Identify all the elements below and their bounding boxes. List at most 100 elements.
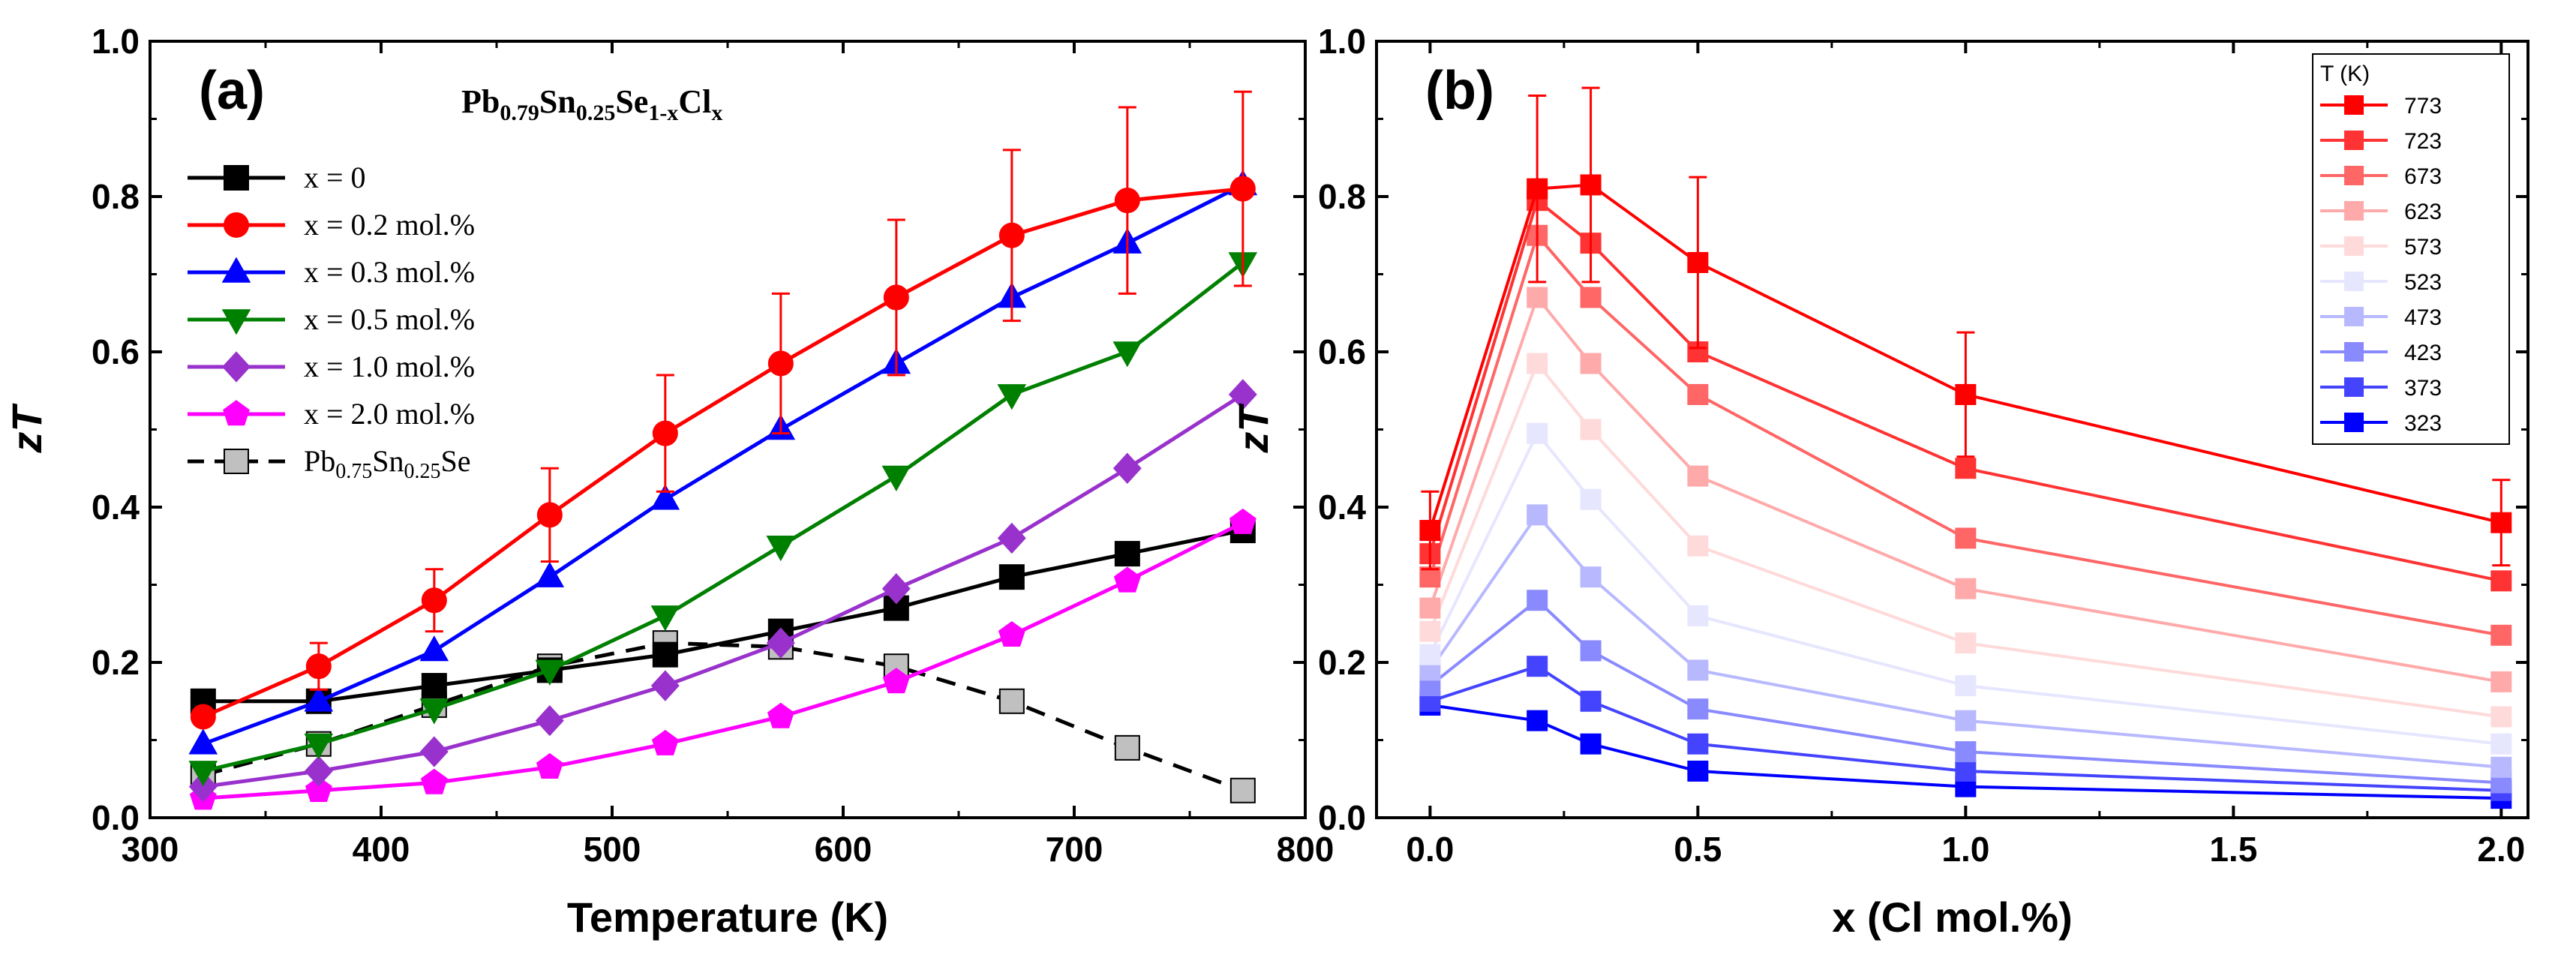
- data-point: [1955, 458, 1977, 479]
- data-point: [1955, 760, 1977, 782]
- series-b-773: [1419, 86, 2512, 571]
- data-point: [651, 729, 679, 755]
- data-point: [536, 502, 563, 528]
- data-point: [2490, 624, 2512, 646]
- legend-part: Sn: [372, 444, 404, 478]
- data-point: [1419, 620, 1441, 642]
- data-point: [1419, 520, 1441, 542]
- panel-a-label: (a): [199, 61, 265, 121]
- data-point: [1527, 178, 1548, 200]
- formula-part: Cl: [678, 83, 711, 120]
- legend-label: Pb0.75Sn0.25Se: [304, 444, 471, 483]
- data-point: [650, 670, 680, 701]
- data-point: [1955, 632, 1977, 654]
- series-line: [1428, 294, 2502, 683]
- series-5: [189, 508, 1256, 810]
- series-line: [1429, 598, 2502, 785]
- data-point: [304, 733, 334, 760]
- data-point: [1580, 640, 1602, 662]
- data-point: [1527, 287, 1548, 308]
- data-point: [1580, 566, 1602, 588]
- data-point: [1229, 777, 1256, 803]
- data-point: [304, 686, 334, 712]
- data-point: [2490, 671, 2512, 692]
- data-point: [1228, 379, 1257, 410]
- data-point: [1580, 488, 1602, 510]
- series-b-473: [1419, 504, 2512, 778]
- data-point: [1229, 176, 1256, 202]
- data-point: [2490, 706, 2512, 728]
- data-point: [1955, 578, 1977, 599]
- y-tick-label: 1.0: [92, 22, 140, 61]
- data-point: [1113, 566, 1141, 593]
- panel-a: 0.0 0.2 0.4 0.6 0.8 1.0 300 400 500 600 700 800 Temp…: [3, 22, 1334, 941]
- data-point: [998, 688, 1025, 714]
- legend-label: 423: [2404, 341, 2442, 365]
- x-tick-label: 1.0: [1941, 830, 1989, 869]
- data-point: [1955, 741, 1977, 763]
- series-line: [1428, 512, 2502, 769]
- formula-subscript: 1-x: [648, 101, 678, 125]
- legend-marker: [224, 165, 249, 191]
- formula-part: Se: [615, 83, 648, 120]
- series-line: [203, 392, 1244, 789]
- data-point: [1114, 188, 1140, 214]
- data-point: [1687, 465, 1709, 487]
- data-point: [998, 564, 1025, 590]
- legend-subscript: 0.25: [404, 460, 441, 483]
- data-point: [1955, 383, 1977, 405]
- data-point: [1419, 597, 1441, 619]
- legend-label: 323: [2404, 411, 2442, 436]
- data-point: [1114, 541, 1140, 567]
- legend-label: x = 1.0 mol.%: [304, 350, 475, 383]
- data-point: [1687, 698, 1709, 720]
- legend-label: 773: [2404, 94, 2442, 119]
- y-tick-label: 0.4: [92, 488, 140, 527]
- data-point: [767, 350, 794, 377]
- data-point: [1580, 690, 1602, 712]
- data-point: [1687, 760, 1709, 782]
- data-point: [190, 704, 216, 730]
- data-point: [1419, 644, 1441, 665]
- x-tick-label: 1.5: [2209, 830, 2257, 869]
- data-point: [766, 627, 795, 659]
- legend-label: 723: [2404, 129, 2442, 154]
- series-b-673: [1419, 224, 2512, 646]
- data-point: [1955, 527, 1977, 549]
- data-point: [305, 653, 332, 680]
- data-point: [535, 561, 565, 587]
- legend-label: 673: [2404, 164, 2442, 189]
- data-point: [2490, 512, 2512, 533]
- legend-label: 623: [2404, 200, 2442, 224]
- data-point: [420, 768, 448, 794]
- data-point: [650, 605, 680, 632]
- legend-marker: [2344, 201, 2364, 221]
- data-point: [1580, 353, 1602, 374]
- data-point: [998, 222, 1025, 248]
- legend-subscript: 0.75: [335, 460, 372, 483]
- legend-marker: [224, 212, 249, 238]
- data-point: [650, 484, 680, 510]
- data-point: [883, 284, 909, 311]
- panel-b-label: (b): [1425, 61, 1494, 121]
- data-point: [1527, 422, 1548, 444]
- data-point: [1687, 251, 1709, 273]
- legend-label: x = 0.3 mol.%: [304, 255, 475, 289]
- data-point: [2490, 733, 2512, 755]
- legend-title: T (K): [2320, 62, 2370, 86]
- data-point: [535, 659, 565, 686]
- x-tick-label: 500: [584, 830, 641, 869]
- x-tick-label: 0.5: [1674, 830, 1722, 869]
- data-point: [1687, 733, 1709, 755]
- legend-marker: [224, 449, 249, 474]
- series-6: [190, 630, 1256, 803]
- data-point: [188, 761, 218, 787]
- data-point: [419, 635, 449, 662]
- y-tick-label: 0.8: [1318, 177, 1366, 216]
- data-point: [652, 641, 678, 668]
- legend-label: 373: [2404, 376, 2442, 401]
- legend-b: T (K) 773 723 673 623 573 523 473 423 373 323: [2312, 53, 2510, 445]
- data-point: [305, 776, 332, 802]
- data-point: [421, 587, 447, 614]
- series-3: [188, 252, 1258, 787]
